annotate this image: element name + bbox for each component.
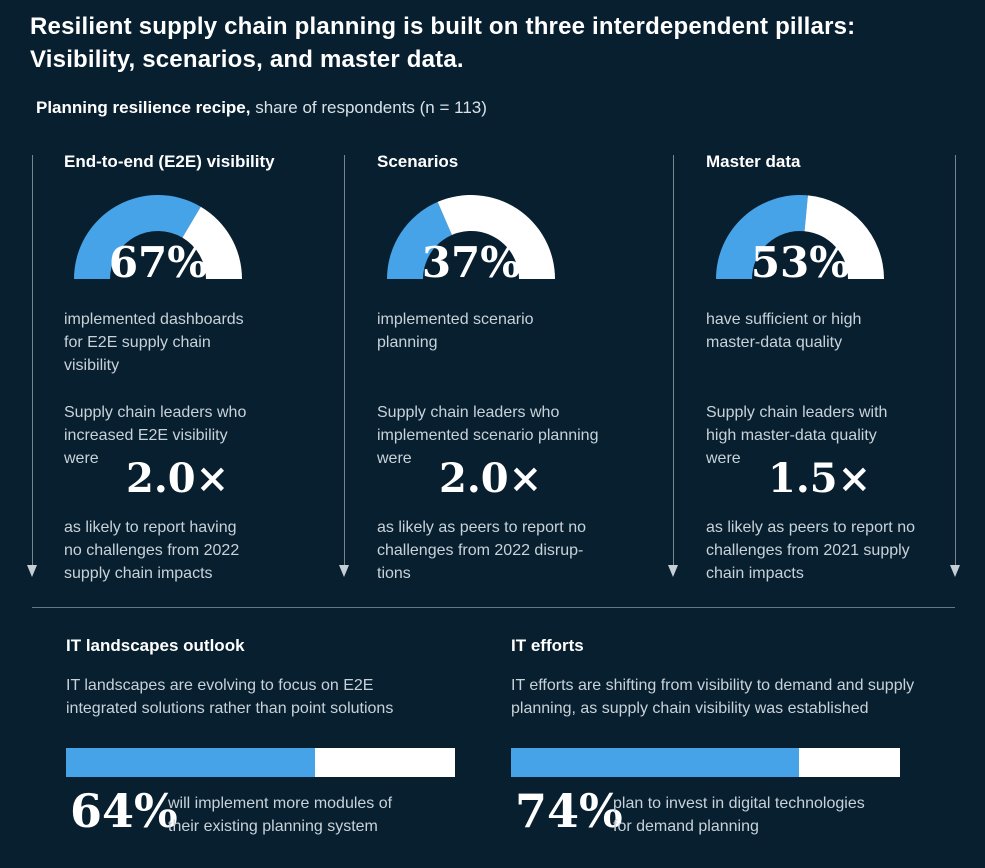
pillar-heading: End-to-end (E2E) visibility xyxy=(64,152,275,171)
stat-number: 74% xyxy=(515,784,623,838)
progress-bar-fill xyxy=(66,748,315,777)
stat-intro: Supply chain leaders with high master-da… xyxy=(706,404,888,467)
section-divider xyxy=(32,607,955,608)
stat-row: 64% will implement more modules of their… xyxy=(70,786,468,838)
chart-subtitle-emphasis: Planning resilience recipe, xyxy=(36,98,251,117)
card-heading: IT landscapes outlook xyxy=(66,636,245,655)
multiplier-value: 1.5× xyxy=(768,455,872,502)
progress-bar xyxy=(511,748,900,777)
chart-subtitle: Planning resilience recipe, share of res… xyxy=(36,98,487,118)
stat-outro: as likely as peers to report no challeng… xyxy=(377,519,586,582)
stat-outro: as likely as peers to report no challeng… xyxy=(706,519,915,582)
stat-intro: Supply chain leaders who increased E2E v… xyxy=(64,404,247,467)
column-rule-arrow-2 xyxy=(339,155,349,577)
progress-bar xyxy=(66,748,455,777)
exhibit-title: Resilient supply chain planning is built… xyxy=(30,13,856,73)
stat-number: 64% xyxy=(70,784,178,838)
card-heading: IT efforts xyxy=(511,636,584,655)
stat-intro: Supply chain leaders who implemented sce… xyxy=(377,404,599,467)
multiplier-value: 2.0× xyxy=(126,455,230,502)
gauge-description: implemented dashboards for E2E supply ch… xyxy=(64,311,244,374)
chart-subtitle-rest: share of respondents (n = 113) xyxy=(250,98,487,117)
stat-row: 74% plan to invest in digital technologi… xyxy=(515,786,913,838)
card-description: IT landscapes are evolving to focus on E… xyxy=(66,677,394,717)
gauge-description: have sufficient or high master-data qual… xyxy=(706,311,862,351)
gauge-chart: 53% xyxy=(714,192,886,287)
gauge-chart: 67% xyxy=(72,192,244,287)
progress-bar-fill xyxy=(511,748,799,777)
stat-description: plan to invest in digital technologies f… xyxy=(613,795,865,835)
gauge-value: 67% xyxy=(108,238,208,287)
gauge-chart: 37% xyxy=(385,192,557,287)
multiplier-value: 2.0× xyxy=(439,455,543,502)
gauge-description: implemented scenario planning xyxy=(377,311,534,351)
column-rule-arrow-4 xyxy=(950,155,960,577)
column-rule-arrow-3 xyxy=(668,155,678,577)
pillar-heading: Master data xyxy=(706,152,801,171)
card-description: IT efforts are shifting from visibility … xyxy=(511,677,915,717)
column-rule-arrow-1 xyxy=(27,155,37,577)
pillar-heading: Scenarios xyxy=(377,152,459,171)
stat-description: will implement more modules of their exi… xyxy=(168,795,393,835)
gauge-value: 37% xyxy=(421,238,521,287)
stat-outro: as likely to report having no challenges… xyxy=(64,519,240,582)
gauge-value: 53% xyxy=(750,238,850,287)
